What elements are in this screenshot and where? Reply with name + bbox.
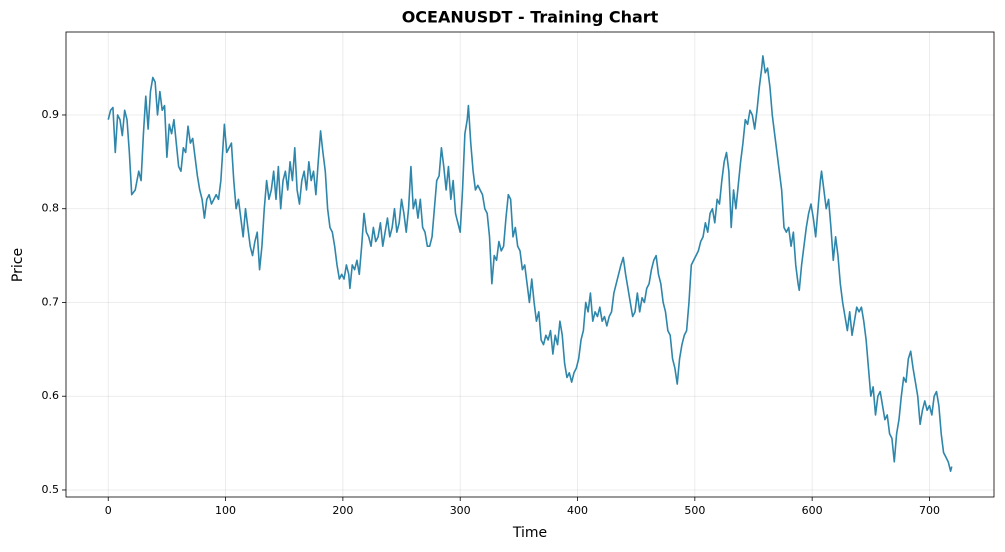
y-tick-label: 0.5 — [42, 483, 60, 496]
x-tick-label: 0 — [105, 504, 112, 517]
y-tick-label: 0.7 — [42, 295, 60, 308]
price-line — [107, 55, 953, 473]
x-tick-label: 400 — [567, 504, 588, 517]
chart-title: OCEANUSDT - Training Chart — [402, 8, 659, 27]
x-tick-label: 200 — [332, 504, 353, 517]
x-tick-label: 100 — [215, 504, 236, 517]
x-tick-label: 700 — [919, 504, 940, 517]
x-tick-label: 600 — [802, 504, 823, 517]
x-axis-label: Time — [512, 525, 547, 541]
y-tick-label: 0.9 — [42, 108, 60, 121]
y-tick-label: 0.8 — [42, 202, 60, 215]
plot-frame — [65, 31, 995, 498]
x-tick-label: 500 — [684, 504, 705, 517]
y-axis-label: Price — [10, 248, 26, 282]
x-tick-label: 300 — [450, 504, 471, 517]
y-tick-label: 0.6 — [42, 389, 60, 402]
